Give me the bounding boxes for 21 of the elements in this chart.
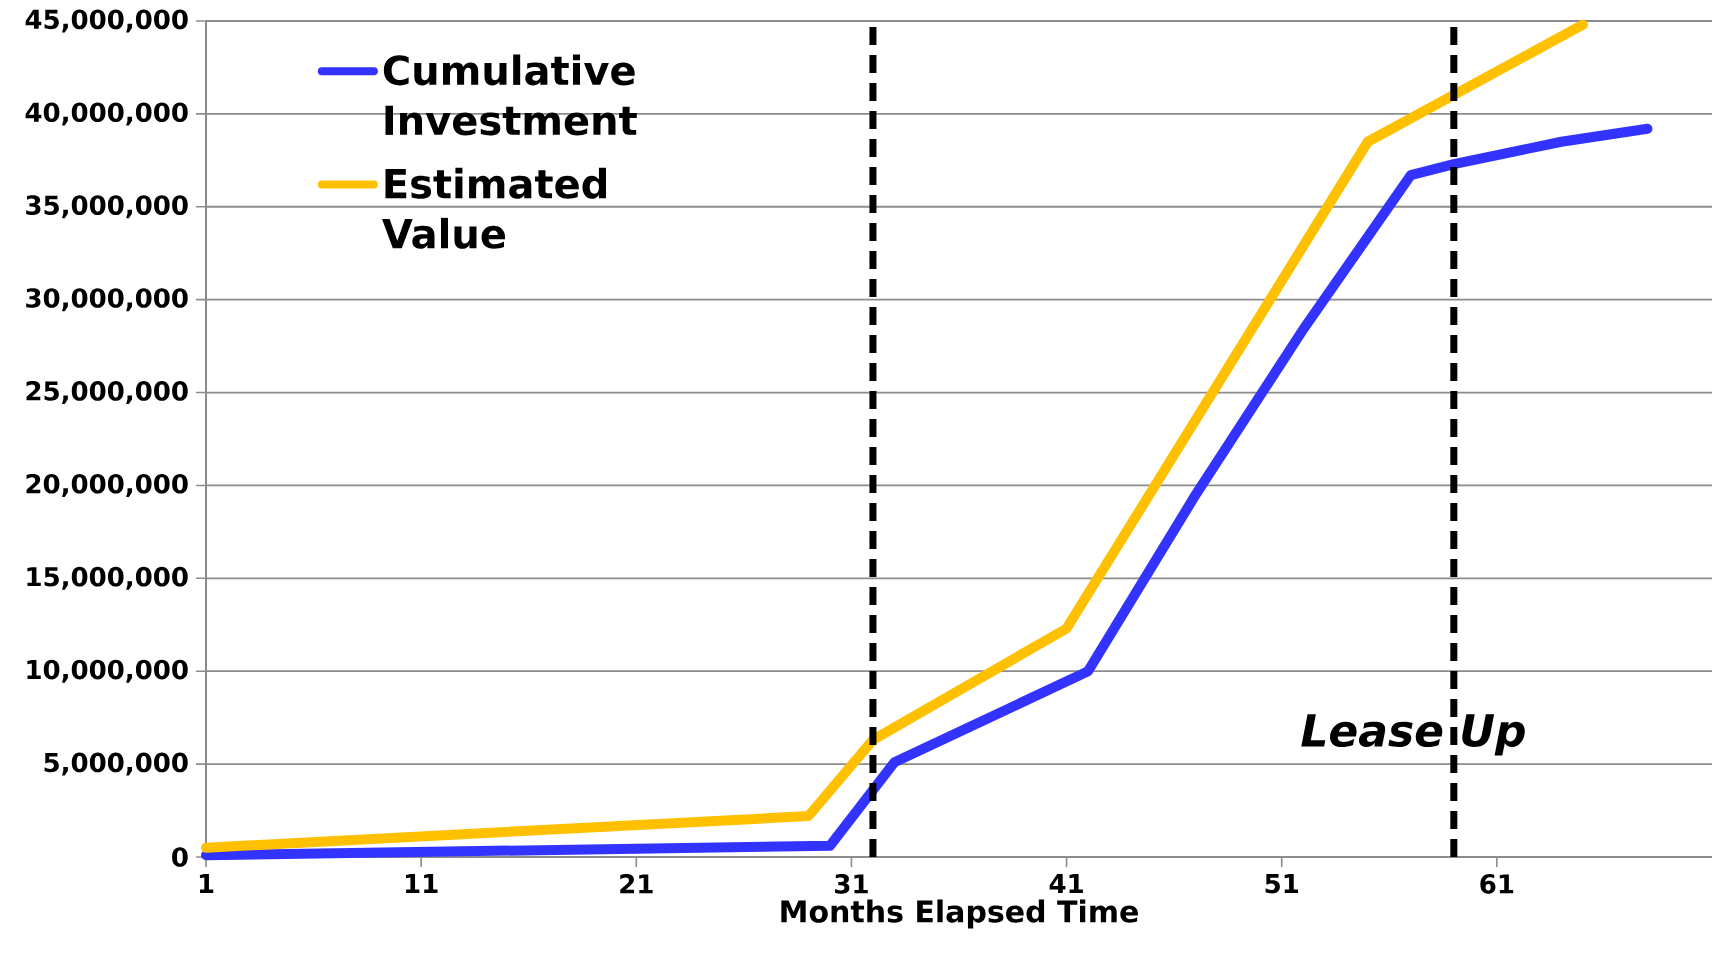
x-tick-label: 11 <box>406 874 438 894</box>
x-tick-label: 31 <box>835 874 868 894</box>
x-tick-label: 1 <box>199 874 214 894</box>
y-tick-label: 20,000,000 <box>26 473 188 497</box>
annotation: Lease Up <box>1301 714 1525 756</box>
x-tick-label: 41 <box>1049 874 1083 894</box>
y-tick-label: 35,000,000 <box>26 195 188 219</box>
x-axis-title: Months Elapsed Time <box>781 899 1138 929</box>
y-tick-label: 25,000,000 <box>26 381 188 405</box>
y-tick-label: 10,000,000 <box>27 659 188 683</box>
legend-label: Cumulative Investment <box>383 54 637 136</box>
x-tick-label: 21 <box>620 874 653 894</box>
legend-label: Estimated Value <box>382 167 606 249</box>
y-tick-label: 5,000,000 <box>44 752 188 776</box>
x-tick-label: 51 <box>1265 874 1299 894</box>
x-tick-label: 61 <box>1480 874 1514 894</box>
y-tick-label: 0 <box>172 847 188 867</box>
y-tick-label: 40,000,000 <box>25 102 188 126</box>
y-tick-label: 45,000,000 <box>25 9 188 33</box>
y-tick-label: 15,000,000 <box>27 566 188 590</box>
y-tick-label: 30,000,000 <box>26 288 188 312</box>
